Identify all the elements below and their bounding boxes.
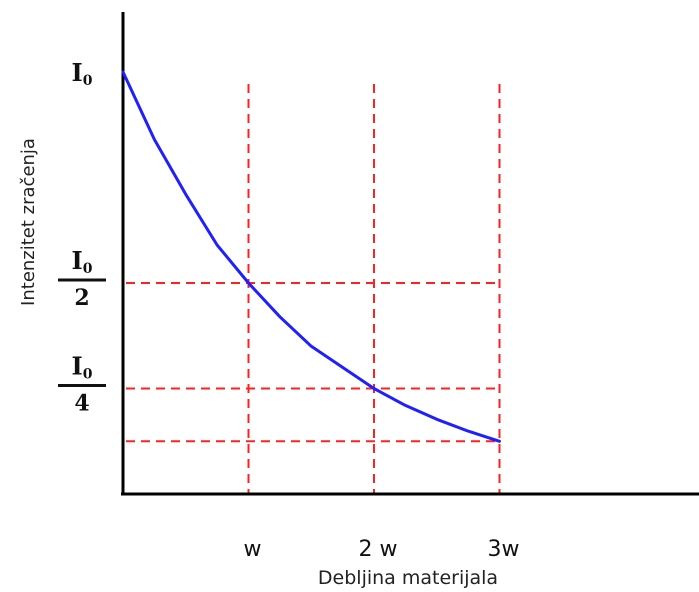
y-tick-denominator: 4: [74, 391, 89, 417]
y-axis-label: Intenzitet zračenja: [18, 138, 39, 306]
y-tick-label: I0: [72, 58, 93, 89]
attenuation-curve: [121, 70, 501, 443]
guide-lines: [126, 84, 501, 494]
y-tick-denominator: 2: [74, 285, 89, 311]
y-tick-labels: I0 I0 2 I0 4: [58, 58, 106, 417]
x-tick-label: w: [244, 537, 262, 562]
x-axis-label: Debljina materijala: [318, 567, 498, 589]
curve-layer: [121, 70, 501, 443]
x-tick-label: 2 w: [359, 537, 398, 562]
x-tick-label: 3w: [488, 537, 520, 562]
y-tick-numerator: I0: [72, 352, 93, 383]
x-tick-labels: w 2 w 3w: [244, 537, 520, 562]
y-tick-numerator: I0: [72, 246, 93, 277]
axes: [121, 12, 699, 496]
